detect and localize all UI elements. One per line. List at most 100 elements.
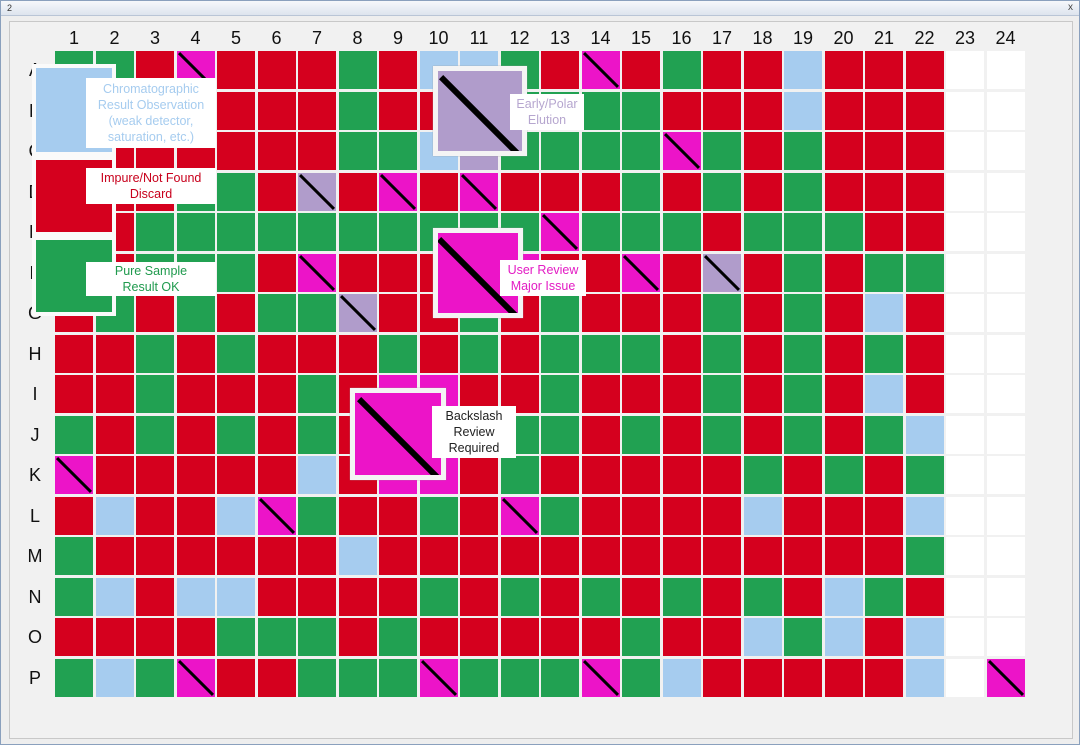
well-O10[interactable]	[419, 618, 458, 656]
well-N2[interactable]	[95, 577, 134, 616]
well-G23[interactable]	[946, 294, 984, 332]
well-G15[interactable]	[622, 294, 660, 332]
well-D8[interactable]	[338, 172, 377, 211]
well-M16[interactable]	[662, 537, 701, 575]
well-A5[interactable]	[217, 51, 255, 89]
well-E18[interactable]	[743, 213, 782, 251]
well-A9[interactable]	[379, 51, 417, 89]
well-L16[interactable]	[662, 496, 701, 535]
well-K4[interactable]	[176, 456, 215, 494]
well-C23[interactable]	[946, 132, 984, 170]
well-N3[interactable]	[136, 577, 174, 616]
well-C8[interactable]	[338, 132, 377, 170]
well-D6[interactable]	[257, 172, 296, 211]
well-A24[interactable]	[986, 51, 1025, 89]
well-G20[interactable]	[824, 294, 863, 332]
well-J1[interactable]	[55, 415, 93, 454]
well-K16[interactable]	[662, 456, 701, 494]
well-C21[interactable]	[865, 132, 903, 170]
well-I23[interactable]	[946, 375, 984, 413]
well-E3[interactable]	[136, 213, 174, 251]
well-I4[interactable]	[176, 375, 215, 413]
well-H17[interactable]	[703, 334, 741, 373]
well-P22[interactable]	[905, 658, 944, 697]
well-L8[interactable]	[338, 496, 377, 535]
well-D7[interactable]	[298, 172, 336, 211]
well-K2[interactable]	[95, 456, 134, 494]
well-O9[interactable]	[379, 618, 417, 656]
well-H15[interactable]	[622, 334, 660, 373]
well-N17[interactable]	[703, 577, 741, 616]
well-D9[interactable]	[379, 172, 417, 211]
well-E14[interactable]	[581, 213, 620, 251]
well-F5[interactable]	[217, 253, 255, 292]
well-J16[interactable]	[662, 415, 701, 454]
well-P13[interactable]	[541, 658, 579, 697]
well-K3[interactable]	[136, 456, 174, 494]
well-M24[interactable]	[986, 537, 1025, 575]
well-I15[interactable]	[622, 375, 660, 413]
well-H20[interactable]	[824, 334, 863, 373]
well-C19[interactable]	[784, 132, 822, 170]
well-P17[interactable]	[703, 658, 741, 697]
well-B15[interactable]	[622, 91, 660, 130]
well-D5[interactable]	[217, 172, 255, 211]
well-P1[interactable]	[55, 658, 93, 697]
well-O20[interactable]	[824, 618, 863, 656]
well-G24[interactable]	[986, 294, 1025, 332]
well-M17[interactable]	[703, 537, 741, 575]
well-O22[interactable]	[905, 618, 944, 656]
well-A17[interactable]	[703, 51, 741, 89]
well-K1[interactable]	[55, 456, 93, 494]
well-D24[interactable]	[986, 172, 1025, 211]
well-E23[interactable]	[946, 213, 984, 251]
well-C6[interactable]	[257, 132, 296, 170]
well-J7[interactable]	[298, 415, 336, 454]
well-G4[interactable]	[176, 294, 215, 332]
well-A19[interactable]	[784, 51, 822, 89]
well-J14[interactable]	[581, 415, 620, 454]
well-J17[interactable]	[703, 415, 741, 454]
well-I18[interactable]	[743, 375, 782, 413]
close-icon[interactable]: x	[1068, 2, 1073, 13]
well-N8[interactable]	[338, 577, 377, 616]
well-B20[interactable]	[824, 91, 863, 130]
well-B19[interactable]	[784, 91, 822, 130]
well-O4[interactable]	[176, 618, 215, 656]
well-H6[interactable]	[257, 334, 296, 373]
well-O15[interactable]	[622, 618, 660, 656]
well-B16[interactable]	[662, 91, 701, 130]
well-L4[interactable]	[176, 496, 215, 535]
well-P23[interactable]	[946, 658, 984, 697]
well-I20[interactable]	[824, 375, 863, 413]
well-G8[interactable]	[338, 294, 377, 332]
well-K14[interactable]	[581, 456, 620, 494]
well-P14[interactable]	[581, 658, 620, 697]
well-O7[interactable]	[298, 618, 336, 656]
well-D15[interactable]	[622, 172, 660, 211]
well-F21[interactable]	[865, 253, 903, 292]
well-K18[interactable]	[743, 456, 782, 494]
well-B14[interactable]	[581, 91, 620, 130]
well-J23[interactable]	[946, 415, 984, 454]
well-M15[interactable]	[622, 537, 660, 575]
well-L9[interactable]	[379, 496, 417, 535]
well-E4[interactable]	[176, 213, 215, 251]
well-D21[interactable]	[865, 172, 903, 211]
well-M20[interactable]	[824, 537, 863, 575]
well-F14[interactable]	[581, 253, 620, 292]
well-P8[interactable]	[338, 658, 377, 697]
well-O3[interactable]	[136, 618, 174, 656]
well-J19[interactable]	[784, 415, 822, 454]
well-L12[interactable]	[500, 496, 539, 535]
well-F15[interactable]	[622, 253, 660, 292]
well-M14[interactable]	[581, 537, 620, 575]
well-L11[interactable]	[460, 496, 498, 535]
well-G3[interactable]	[136, 294, 174, 332]
well-K6[interactable]	[257, 456, 296, 494]
well-E8[interactable]	[338, 213, 377, 251]
well-D11[interactable]	[460, 172, 498, 211]
well-M19[interactable]	[784, 537, 822, 575]
well-K17[interactable]	[703, 456, 741, 494]
well-I21[interactable]	[865, 375, 903, 413]
